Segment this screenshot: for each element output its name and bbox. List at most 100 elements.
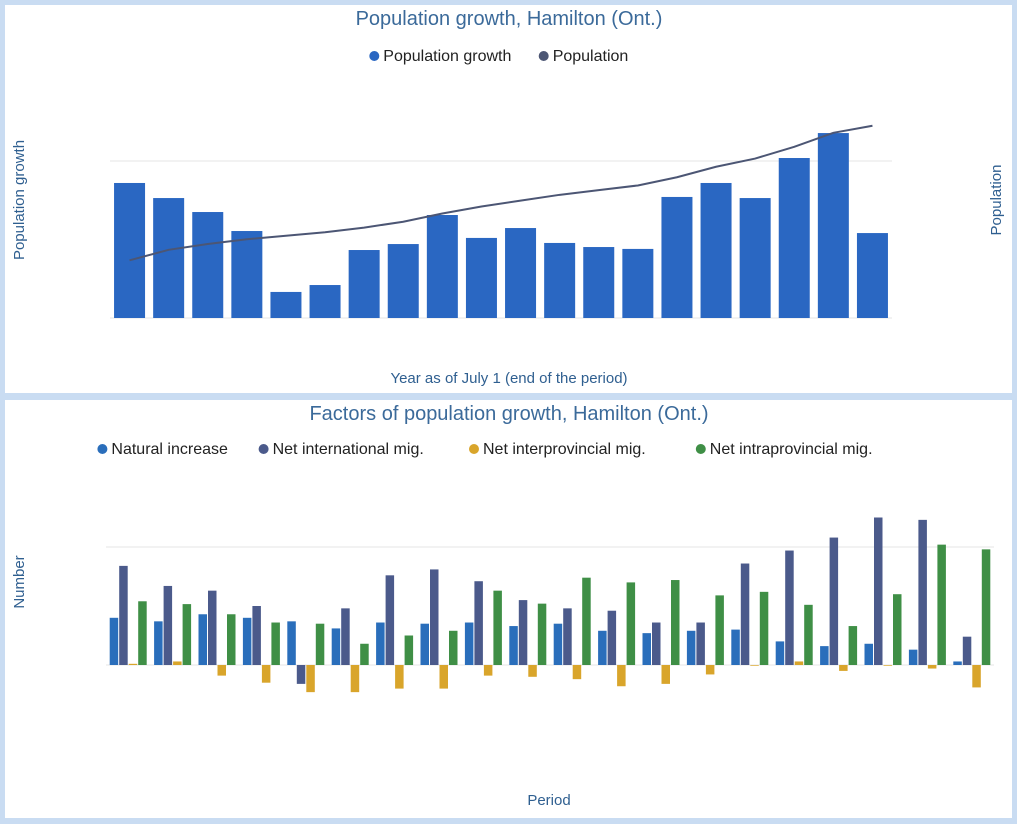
bar-net-international-mig- xyxy=(874,517,883,665)
bar-net-intraprovincial-mig- xyxy=(182,604,192,665)
bar-net-international-mig- xyxy=(785,550,794,665)
bar-natural-increase xyxy=(287,621,296,665)
bar-natural-increase xyxy=(642,633,651,665)
bar-net-intraprovincial-mig- xyxy=(804,604,813,665)
bar-net-international-mig- xyxy=(652,622,661,665)
chart1-y2label: Population xyxy=(988,165,1005,236)
bar-net-intraprovincial-mig- xyxy=(449,630,458,665)
bar-net-interprovincial-mig- xyxy=(572,665,582,680)
chart2-title: Factors of population growth, Hamilton (… xyxy=(309,403,708,425)
bar-net-international-mig- xyxy=(962,636,972,665)
bar-net-international-mig- xyxy=(696,622,705,665)
bar-net-international-mig- xyxy=(252,606,261,665)
bar-natural-increase xyxy=(376,622,385,665)
bar-net-interprovincial-mig- xyxy=(617,665,626,687)
legend-marker-icon xyxy=(258,444,269,454)
bar-population-growth xyxy=(270,291,302,318)
legend-item: Net interprovincial mig. xyxy=(483,441,646,458)
bar-population-growth xyxy=(583,247,615,318)
bar-net-international-mig- xyxy=(740,563,750,665)
bar-net-intraprovincial-mig- xyxy=(138,601,147,665)
bar-population-growth xyxy=(231,231,263,318)
bar-net-intraprovincial-mig- xyxy=(981,549,991,665)
bar-net-intraprovincial-mig- xyxy=(848,626,858,665)
bar-population-growth xyxy=(661,196,693,318)
bar-natural-increase xyxy=(820,646,829,665)
bar-net-intraprovincial-mig- xyxy=(271,622,280,665)
line-population xyxy=(129,124,873,262)
bar-natural-increase xyxy=(553,623,563,665)
bar-population-growth xyxy=(153,198,185,318)
bar-natural-increase xyxy=(198,614,207,665)
bar-net-interprovincial-mig- xyxy=(794,661,804,665)
bar-net-international-mig- xyxy=(474,581,483,665)
bar-population-growth xyxy=(544,242,576,318)
bar-net-international-mig- xyxy=(918,519,927,665)
legend-item: Net intraprovincial mig. xyxy=(710,441,873,458)
bar-natural-increase xyxy=(509,626,518,665)
bar-net-intraprovincial-mig- xyxy=(715,595,724,665)
bar-natural-increase xyxy=(331,628,341,665)
bar-net-interprovincial-mig- xyxy=(972,665,981,688)
bar-natural-increase xyxy=(420,623,429,665)
legend-item: Population growth xyxy=(383,48,511,65)
bar-natural-increase xyxy=(864,643,873,665)
bar-population-growth xyxy=(426,215,458,318)
bar-net-intraprovincial-mig- xyxy=(404,635,414,665)
bar-natural-increase xyxy=(464,622,474,665)
bar-net-interprovincial-mig- xyxy=(883,665,892,666)
bar-population-growth xyxy=(622,248,654,318)
bar-natural-increase xyxy=(686,630,696,665)
bar-natural-increase xyxy=(154,621,163,665)
bar-population-growth xyxy=(778,158,810,318)
chart1-title: Population growth, Hamilton (Ont.) xyxy=(356,8,663,30)
bar-net-intraprovincial-mig- xyxy=(537,603,547,665)
bar-net-interprovincial-mig- xyxy=(528,665,537,677)
legend-marker-icon xyxy=(369,51,380,61)
bar-net-international-mig- xyxy=(563,608,572,665)
legend-marker-icon xyxy=(97,444,108,454)
chart1-xlabel: Year as of July 1 (end of the period) xyxy=(390,370,627,387)
bar-net-intraprovincial-mig- xyxy=(227,614,236,665)
bar-net-intraprovincial-mig- xyxy=(671,580,680,665)
bar-population-growth xyxy=(817,133,849,318)
bar-population-growth xyxy=(387,244,419,318)
bar-natural-increase xyxy=(242,617,252,665)
bar-net-international-mig- xyxy=(163,585,173,665)
bar-net-interprovincial-mig- xyxy=(350,665,360,693)
bar-population-growth xyxy=(465,237,497,318)
bar-net-international-mig- xyxy=(341,608,350,665)
bar-net-international-mig- xyxy=(296,665,306,684)
bar-population-growth xyxy=(739,198,771,318)
bar-net-international-mig- xyxy=(518,600,528,665)
bar-net-interprovincial-mig- xyxy=(173,661,182,665)
bar-population-growth xyxy=(309,285,341,318)
bar-net-interprovincial-mig- xyxy=(395,665,404,689)
legend-item: Net international mig. xyxy=(273,441,424,458)
bar-net-interprovincial-mig- xyxy=(839,665,848,671)
bar-net-international-mig- xyxy=(119,565,128,665)
bar-net-international-mig- xyxy=(430,569,439,665)
bar-net-international-mig- xyxy=(607,610,617,665)
bar-population-growth xyxy=(114,182,146,318)
bar-net-intraprovincial-mig- xyxy=(759,591,769,665)
bar-net-interprovincial-mig- xyxy=(483,665,493,676)
legend-marker-icon xyxy=(538,51,549,61)
bar-net-interprovincial-mig- xyxy=(705,665,715,675)
bar-net-intraprovincial-mig- xyxy=(626,582,636,665)
bar-net-interprovincial-mig- xyxy=(927,665,937,669)
bar-net-intraprovincial-mig- xyxy=(493,590,502,665)
bar-natural-increase xyxy=(775,641,785,665)
legend-item: Population xyxy=(553,48,629,65)
bar-net-interprovincial-mig- xyxy=(217,665,226,676)
bar-natural-increase xyxy=(598,630,607,665)
chart2-ylabel: Number xyxy=(11,555,28,608)
bar-net-international-mig- xyxy=(829,537,839,665)
bar-net-intraprovincial-mig- xyxy=(937,544,946,665)
bar-net-interprovincial-mig- xyxy=(306,665,315,693)
bar-net-international-mig- xyxy=(385,575,395,665)
bar-natural-increase xyxy=(109,617,119,665)
bar-natural-increase xyxy=(908,649,918,665)
bar-population-growth xyxy=(192,212,224,318)
